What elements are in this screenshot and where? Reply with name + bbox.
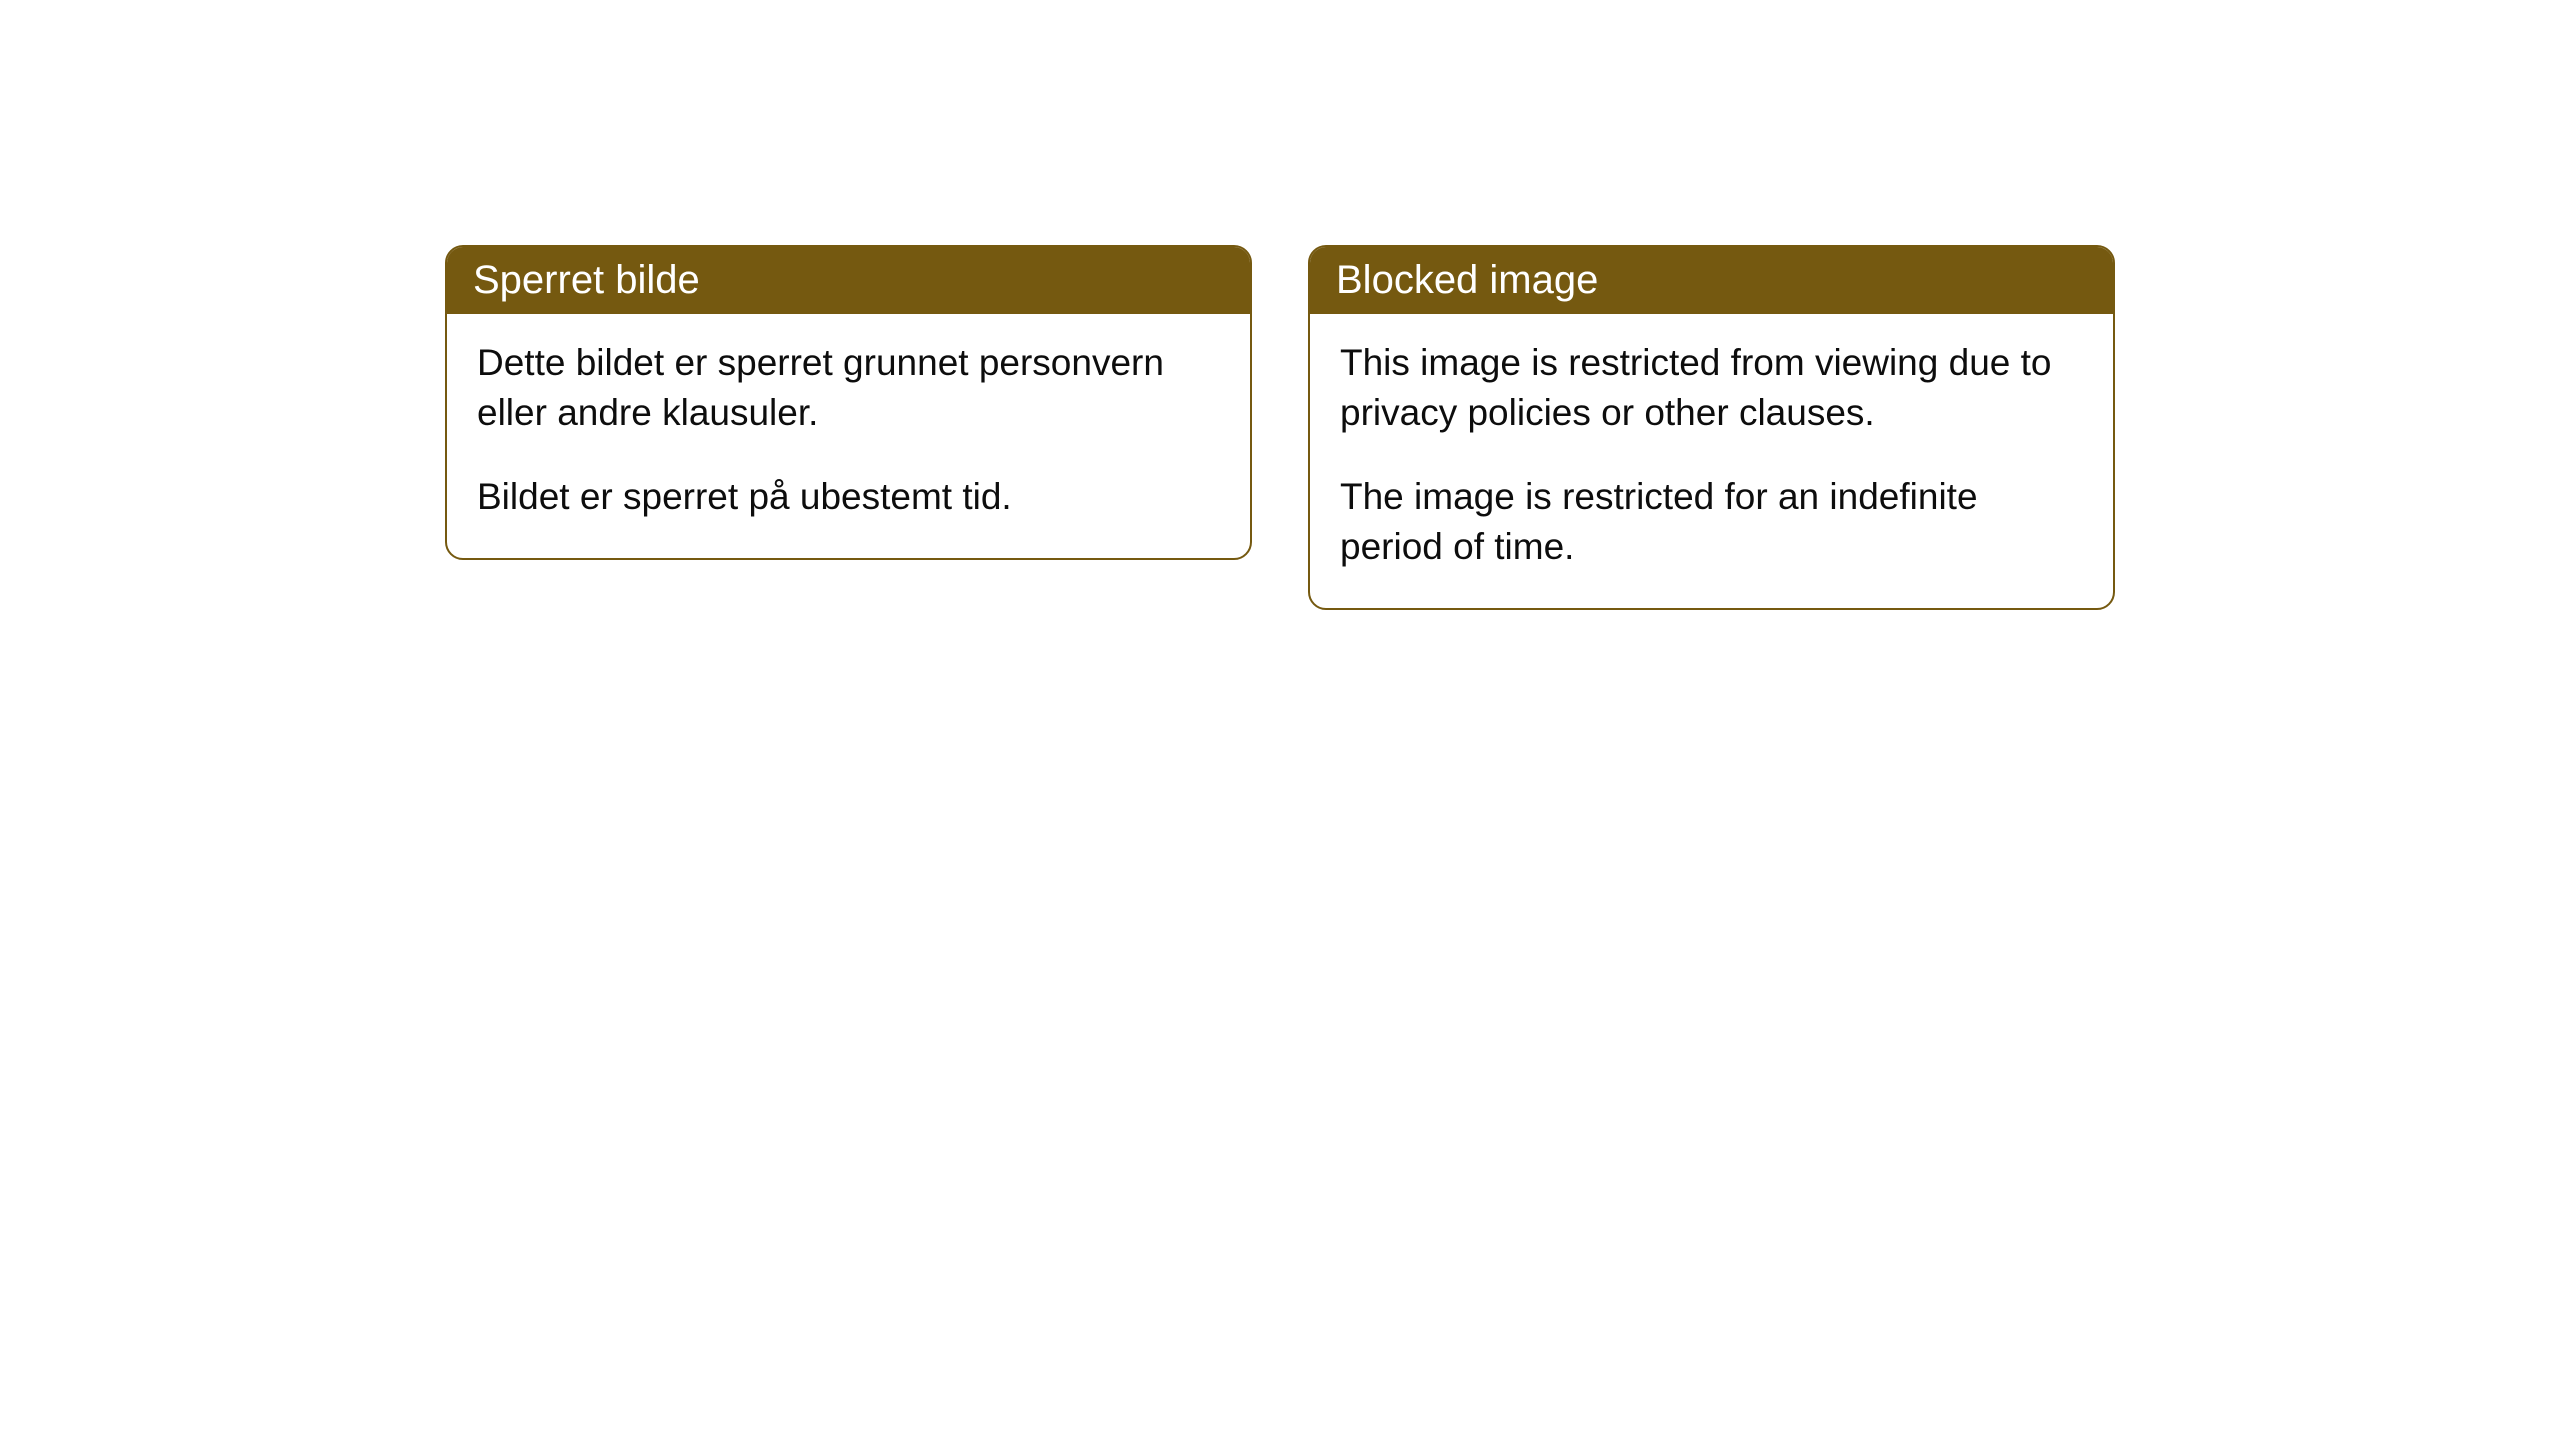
- notice-paragraph-1: This image is restricted from viewing du…: [1340, 338, 2083, 438]
- blocked-image-card-norwegian: Sperret bilde Dette bildet er sperret gr…: [445, 245, 1252, 560]
- notice-paragraph-2: Bildet er sperret på ubestemt tid.: [477, 472, 1220, 522]
- card-header: Sperret bilde: [447, 247, 1250, 314]
- card-body: Dette bildet er sperret grunnet personve…: [447, 314, 1250, 558]
- blocked-image-card-english: Blocked image This image is restricted f…: [1308, 245, 2115, 610]
- card-body: This image is restricted from viewing du…: [1310, 314, 2113, 608]
- notice-paragraph-1: Dette bildet er sperret grunnet personve…: [477, 338, 1220, 438]
- card-title: Sperret bilde: [473, 258, 700, 302]
- card-title: Blocked image: [1336, 258, 1598, 302]
- notice-cards-container: Sperret bilde Dette bildet er sperret gr…: [445, 245, 2115, 1440]
- notice-paragraph-2: The image is restricted for an indefinit…: [1340, 472, 2083, 572]
- card-header: Blocked image: [1310, 247, 2113, 314]
